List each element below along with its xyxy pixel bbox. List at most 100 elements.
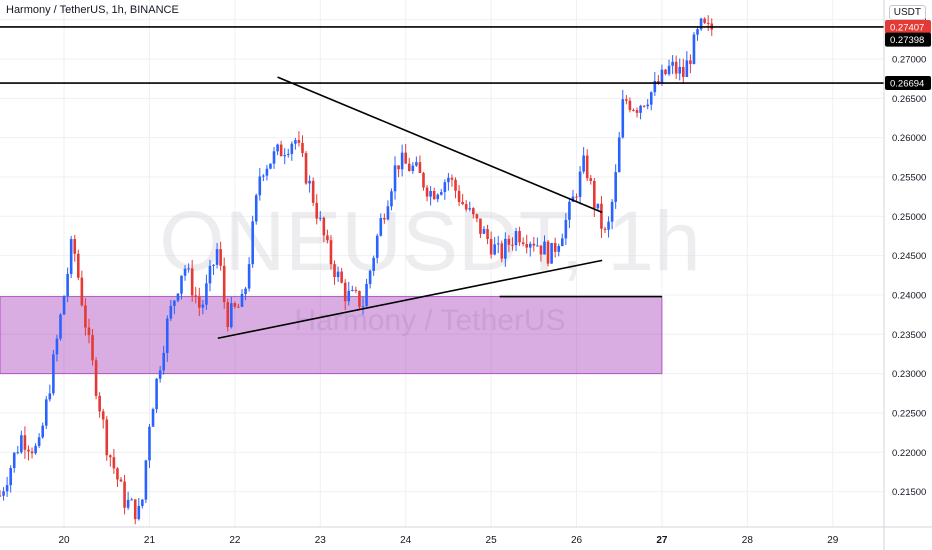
candle-body [80,277,84,306]
candle-body [76,253,80,278]
candle-body [536,245,539,247]
candle-body [197,296,201,308]
candle-body [358,290,361,307]
x-tick-label: 26 [571,535,583,546]
candle-body [635,110,639,113]
support-zones [0,296,663,375]
price-label-box [885,32,931,47]
candle-body [101,411,105,420]
candle-body [383,218,386,220]
candle-body [201,304,205,308]
candle-body [333,264,336,278]
candle-body [518,231,521,243]
candle-body [667,65,671,75]
candle-body [450,177,454,180]
candle-body [173,300,176,306]
candle-body [585,155,589,179]
candle-body [625,99,628,101]
candle-body [507,238,511,245]
candle-body [141,499,144,506]
candle-body [237,306,240,308]
candle-body [16,452,20,454]
candle-body [678,66,682,74]
price-label: 0.26694 [885,76,931,91]
y-tick-label: 0.26000 [892,133,926,144]
candle-body [372,257,375,271]
candle-body [12,452,16,469]
candle-body [251,221,254,265]
candle-body [212,264,215,266]
candle-body [649,92,653,105]
candle-body [258,176,262,196]
candle-body [34,445,37,454]
candle-body [155,378,158,410]
candle-body [610,201,614,222]
candle-body [472,208,475,215]
candle-body [553,243,557,252]
candle-body [94,360,98,396]
candle-body [422,172,425,188]
candle-body [578,171,582,197]
candle-body [432,191,436,200]
candle-body [262,175,265,177]
candle-body [66,273,69,297]
candle-body [244,288,247,295]
candle-body [489,238,493,255]
candle-body [119,479,123,482]
candle-body [73,239,77,254]
candle-body [148,426,151,461]
y-tick-label: 0.23500 [892,330,926,341]
x-tick-label: 24 [400,535,412,546]
candle-body [703,18,706,23]
candle-body [286,153,290,156]
x-tick-label: 20 [58,535,70,546]
candle-body [407,163,411,172]
currency-badge[interactable]: USDT [888,5,926,20]
candle-body [23,435,27,450]
candle-body [511,244,514,246]
candle-body [301,142,304,154]
candle-body [215,249,219,265]
candle-body [617,137,621,173]
candle-body [361,306,365,308]
watermark-name: Harmony / TetherUS [294,304,565,337]
y-tick-label: 0.27000 [892,54,926,65]
drawings [0,26,884,340]
y-tick-label: 0.24500 [892,251,926,262]
candle-body [247,264,251,289]
candle-body [98,395,101,412]
candle-body [543,241,546,255]
candle-body [454,179,457,191]
candle-body [425,187,429,197]
candle-body [628,100,632,110]
candle-body [137,505,141,520]
candle-body [329,240,333,265]
candle-body [589,178,593,181]
candle-body [84,305,87,328]
candle-body [205,283,208,305]
watermark-symbol: ONEUSDT, 1h [159,194,701,288]
candle-body [176,293,180,301]
watermark: ONEUSDT, 1h Harmony / TetherUS [159,194,701,337]
price-label: 0.27398 [885,32,931,47]
candle-body [290,143,294,154]
chart-title: Harmony / TetherUS, 1h, BINANCE [6,4,179,16]
candle-body [365,283,368,307]
candle-body [664,69,667,75]
candle-body [44,399,48,426]
candle-body [265,168,269,176]
candle-body [304,153,308,184]
price-label-text: 0.26694 [890,79,924,90]
candle-body [397,165,400,170]
candle-body [208,265,212,284]
candle-body [322,217,326,236]
candle-body [318,217,322,219]
candle-body [504,238,507,259]
candle-body [2,491,5,496]
candle-body [568,201,571,220]
y-tick-label: 0.24000 [892,290,926,301]
candle-body [671,61,674,66]
candle-body [436,194,440,200]
trendline [217,259,603,340]
